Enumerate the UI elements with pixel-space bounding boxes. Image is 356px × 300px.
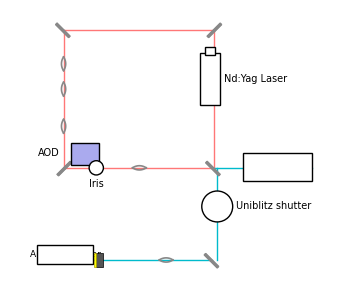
Text: Confocal
Microscope: Confocal Microscope bbox=[254, 157, 301, 177]
Text: AOD: AOD bbox=[38, 148, 60, 158]
Circle shape bbox=[202, 191, 233, 222]
Bar bbox=[200, 53, 220, 105]
Bar bbox=[94, 253, 96, 267]
Text: Uniblitz shutter: Uniblitz shutter bbox=[236, 202, 311, 212]
Polygon shape bbox=[56, 23, 70, 38]
Text: Argon ion Laser: Argon ion Laser bbox=[30, 250, 100, 259]
Polygon shape bbox=[206, 161, 220, 176]
Polygon shape bbox=[204, 254, 219, 268]
Circle shape bbox=[89, 161, 103, 175]
Bar bbox=[244, 153, 312, 181]
Text: Iris: Iris bbox=[89, 179, 104, 189]
Polygon shape bbox=[207, 23, 222, 38]
Bar bbox=[71, 142, 99, 165]
Bar bbox=[37, 245, 93, 264]
Bar bbox=[205, 47, 215, 55]
Text: Nd:Yag Laser: Nd:Yag Laser bbox=[224, 74, 287, 84]
Polygon shape bbox=[57, 161, 72, 176]
Bar bbox=[96, 253, 103, 267]
